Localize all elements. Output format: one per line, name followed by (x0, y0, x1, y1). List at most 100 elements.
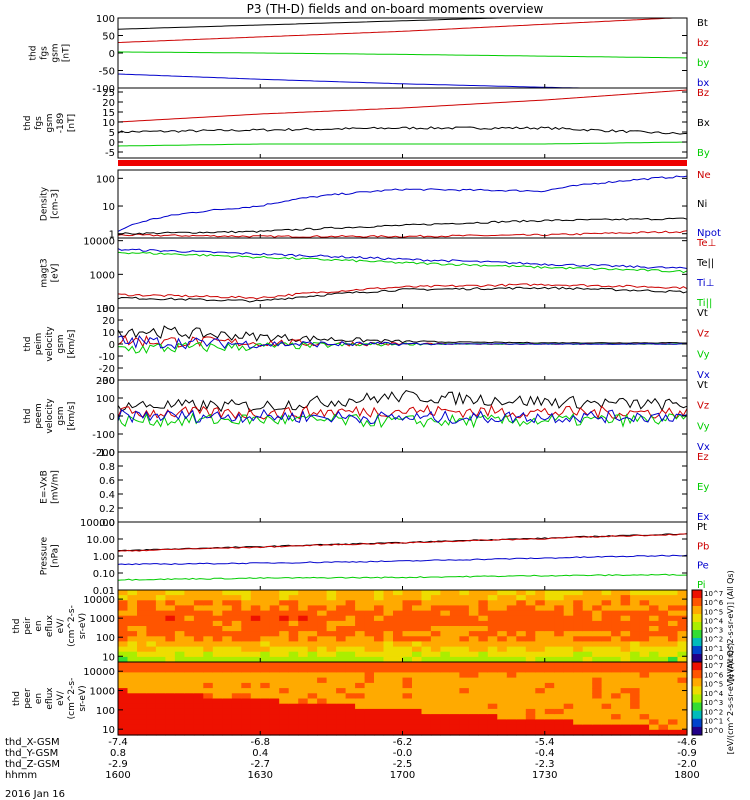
heatmap-cell (668, 672, 679, 679)
heatmap-cell (487, 714, 498, 720)
heatmap-cell (554, 641, 565, 648)
heatmap-cell (118, 626, 129, 632)
heatmap-cell (137, 729, 148, 736)
heatmap-cell (260, 677, 271, 684)
heatmap-cell (374, 590, 385, 596)
heatmap-cell (478, 698, 489, 705)
heatmap-cell (222, 651, 233, 658)
heatmap-cell (184, 615, 195, 622)
heatmap-cell (383, 615, 394, 622)
heatmap-cell (525, 682, 536, 689)
heatmap-cell (127, 626, 138, 632)
heatmap-cell (497, 698, 508, 705)
heatmap-cell (155, 714, 166, 720)
y-tick-label: -200 (92, 448, 115, 459)
heatmap-cell (174, 636, 185, 642)
heatmap-cell (317, 682, 328, 689)
heatmap-cell (165, 688, 176, 694)
heatmap-cell (231, 605, 242, 612)
heatmap-cell (260, 688, 271, 694)
heatmap-cell (393, 646, 404, 653)
y-axis-title: gsm (45, 113, 55, 132)
heatmap-cell (222, 626, 233, 632)
heatmap-cell (440, 641, 451, 648)
heatmap-cell (639, 626, 650, 632)
heatmap-cell (592, 662, 603, 668)
heatmap-cell (563, 656, 574, 663)
heatmap-cell (402, 631, 413, 637)
heatmap-cell (212, 590, 223, 596)
heatmap-cell (307, 724, 318, 731)
heatmap-cell (478, 631, 489, 637)
heatmap-cell (412, 636, 423, 642)
heatmap-cell (137, 641, 148, 648)
x-axis-value: -0.9 (677, 748, 697, 759)
heatmap-cell (345, 605, 356, 612)
heatmap-cell (364, 595, 375, 601)
y-axis-title: E=-VxB (40, 470, 50, 504)
heatmap-cell (649, 636, 660, 642)
heatmap-cell (203, 729, 214, 736)
heatmap-cell (317, 672, 328, 679)
heatmap-cell (279, 620, 290, 627)
heatmap-cell (421, 729, 432, 736)
x-axis-value: 1630 (248, 770, 273, 781)
heatmap-cell (345, 667, 356, 673)
heatmap-cell (421, 631, 432, 637)
heatmap-cell (459, 595, 470, 601)
heatmap-cell (611, 590, 622, 596)
heatmap-cell (611, 708, 622, 715)
heatmap-cell (288, 682, 299, 689)
heatmap-cell (573, 610, 584, 617)
heatmap-cell (146, 651, 157, 658)
heatmap-cell (497, 600, 508, 606)
heatmap-cell (544, 719, 555, 726)
heatmap-cell (677, 729, 688, 736)
colorbar-tick-label: 10^7 (704, 662, 723, 670)
y-tick-label: 10000 (83, 595, 115, 606)
heatmap-cell (592, 656, 603, 663)
heatmap-cell (317, 662, 328, 668)
heatmap-cell (146, 646, 157, 653)
heatmap-cell (155, 626, 166, 632)
heatmap-cell (393, 631, 404, 637)
heatmap-cell (326, 631, 337, 637)
heatmap-cell (260, 714, 271, 720)
heatmap-cell (212, 626, 223, 632)
heatmap-cell (146, 636, 157, 642)
heatmap-cell (118, 682, 129, 689)
heatmap-cell (563, 682, 574, 689)
heatmap-cell (165, 682, 176, 689)
heatmap-cell (203, 682, 214, 689)
heatmap-cell (165, 724, 176, 731)
heatmap-cell (222, 656, 233, 663)
heatmap-cell (307, 719, 318, 726)
heatmap-cell (402, 719, 413, 726)
heatmap-cell (459, 682, 470, 689)
heatmap-cell (241, 698, 252, 705)
heatmap-cell (449, 708, 460, 715)
heatmap-cell (478, 620, 489, 627)
heatmap-cell (260, 682, 271, 689)
heatmap-cell (601, 626, 612, 632)
heatmap-cell (497, 672, 508, 679)
y-tick-label: -20 (99, 364, 115, 375)
heatmap-cell (668, 651, 679, 658)
y-tick-label: 25 (102, 88, 115, 99)
heatmap-cell (506, 615, 517, 622)
heatmap-cell (535, 651, 546, 658)
heatmap-cell (412, 688, 423, 694)
heatmap-cell (573, 590, 584, 596)
y-tick-label: 20 (102, 316, 115, 327)
heatmap-cell (374, 672, 385, 679)
heatmap-cell (127, 682, 138, 689)
heatmap-cell (174, 631, 185, 637)
heatmap-cell (184, 714, 195, 720)
heatmap-cell (155, 620, 166, 627)
colorbar-tick-label: 10^7 (704, 590, 723, 598)
heatmap-cell (250, 714, 261, 720)
heatmap-cell (127, 667, 138, 673)
heatmap-cell (544, 641, 555, 648)
heatmap-cell (630, 729, 641, 736)
heatmap-cell (298, 631, 309, 637)
